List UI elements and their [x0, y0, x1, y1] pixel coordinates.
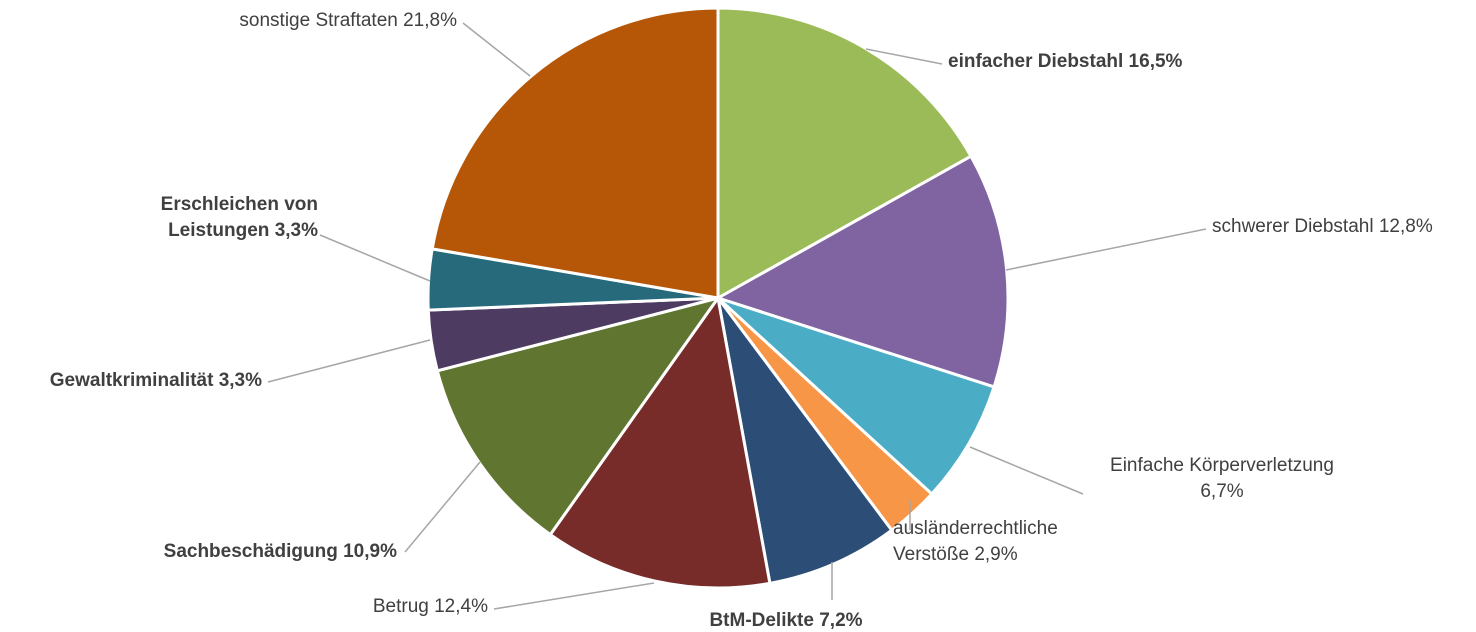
slice-label-line: ausländerrechtliche — [893, 518, 1058, 539]
slice-label-line: BtM-Delikte 7,2% — [709, 610, 862, 631]
slice-labels: einfacher Diebstahl 16,5% schwerer Diebst… — [50, 10, 1433, 631]
leader-line — [1005, 228, 1207, 271]
slice-label-line: Einfache Körperverletzung — [1110, 455, 1334, 476]
slice-label-line: einfacher Diebstahl 16,5% — [948, 51, 1183, 72]
pie-slice-einfache-körperverletzung — [716, 296, 996, 497]
leader-line — [969, 446, 1084, 495]
slice-label: Erschleichen von Leistungen 3,3% — [161, 194, 318, 241]
slice-label: Gewaltkriminalität 3,3% — [50, 370, 262, 391]
slice-label: Sachbeschädigung 10,9% — [164, 541, 397, 562]
leader-lines — [267, 22, 1207, 610]
slice-label-line: schwerer Diebstahl 12,8% — [1212, 216, 1433, 237]
leader-line — [462, 22, 531, 77]
slice-label: Betrug 12,4% — [373, 596, 488, 617]
slice-label: BtM-Delikte 7,2% — [709, 610, 862, 631]
slice-label: ausländerrechtliche Verstöße 2,9% — [893, 518, 1058, 565]
leader-line — [493, 582, 655, 610]
slice-label-line: Verstöße 2,9% — [893, 544, 1018, 565]
slice-label: schwerer Diebstahl 12,8% — [1212, 216, 1433, 237]
leader-line — [404, 461, 481, 553]
pie-slice-sonstige-straftaten-21-8 — [430, 6, 720, 300]
slice-label-line: 6,7% — [1200, 481, 1243, 502]
slice-label-line: Leistungen 3,3% — [168, 220, 318, 241]
slice-label-line: Gewaltkriminalität 3,3% — [50, 370, 262, 391]
slice-label-line: Sachbeschädigung 10,9% — [164, 541, 397, 562]
pie-slice-einfacher-diebstahl-16-5 — [716, 6, 974, 301]
pie-slice-betrug-12-4 — [548, 294, 772, 590]
slice-label-line: Erschleichen von — [161, 194, 318, 215]
slice-label: einfacher Diebstahl 16,5% — [948, 51, 1183, 72]
pie-slices — [426, 6, 1010, 590]
slice-label-line: Betrug 12,4% — [373, 596, 488, 617]
slice-label-line: sonstige Straftaten 21,8% — [239, 10, 457, 31]
leader-line — [865, 48, 943, 65]
leader-line — [319, 234, 431, 282]
slice-label: sonstige Straftaten 21,8% — [239, 10, 457, 31]
pie-slice-btm-delikte-7-2 — [716, 297, 894, 586]
slice-label: Einfache Körperverletzung 6,7% — [1110, 455, 1334, 502]
leader-line — [267, 339, 431, 383]
